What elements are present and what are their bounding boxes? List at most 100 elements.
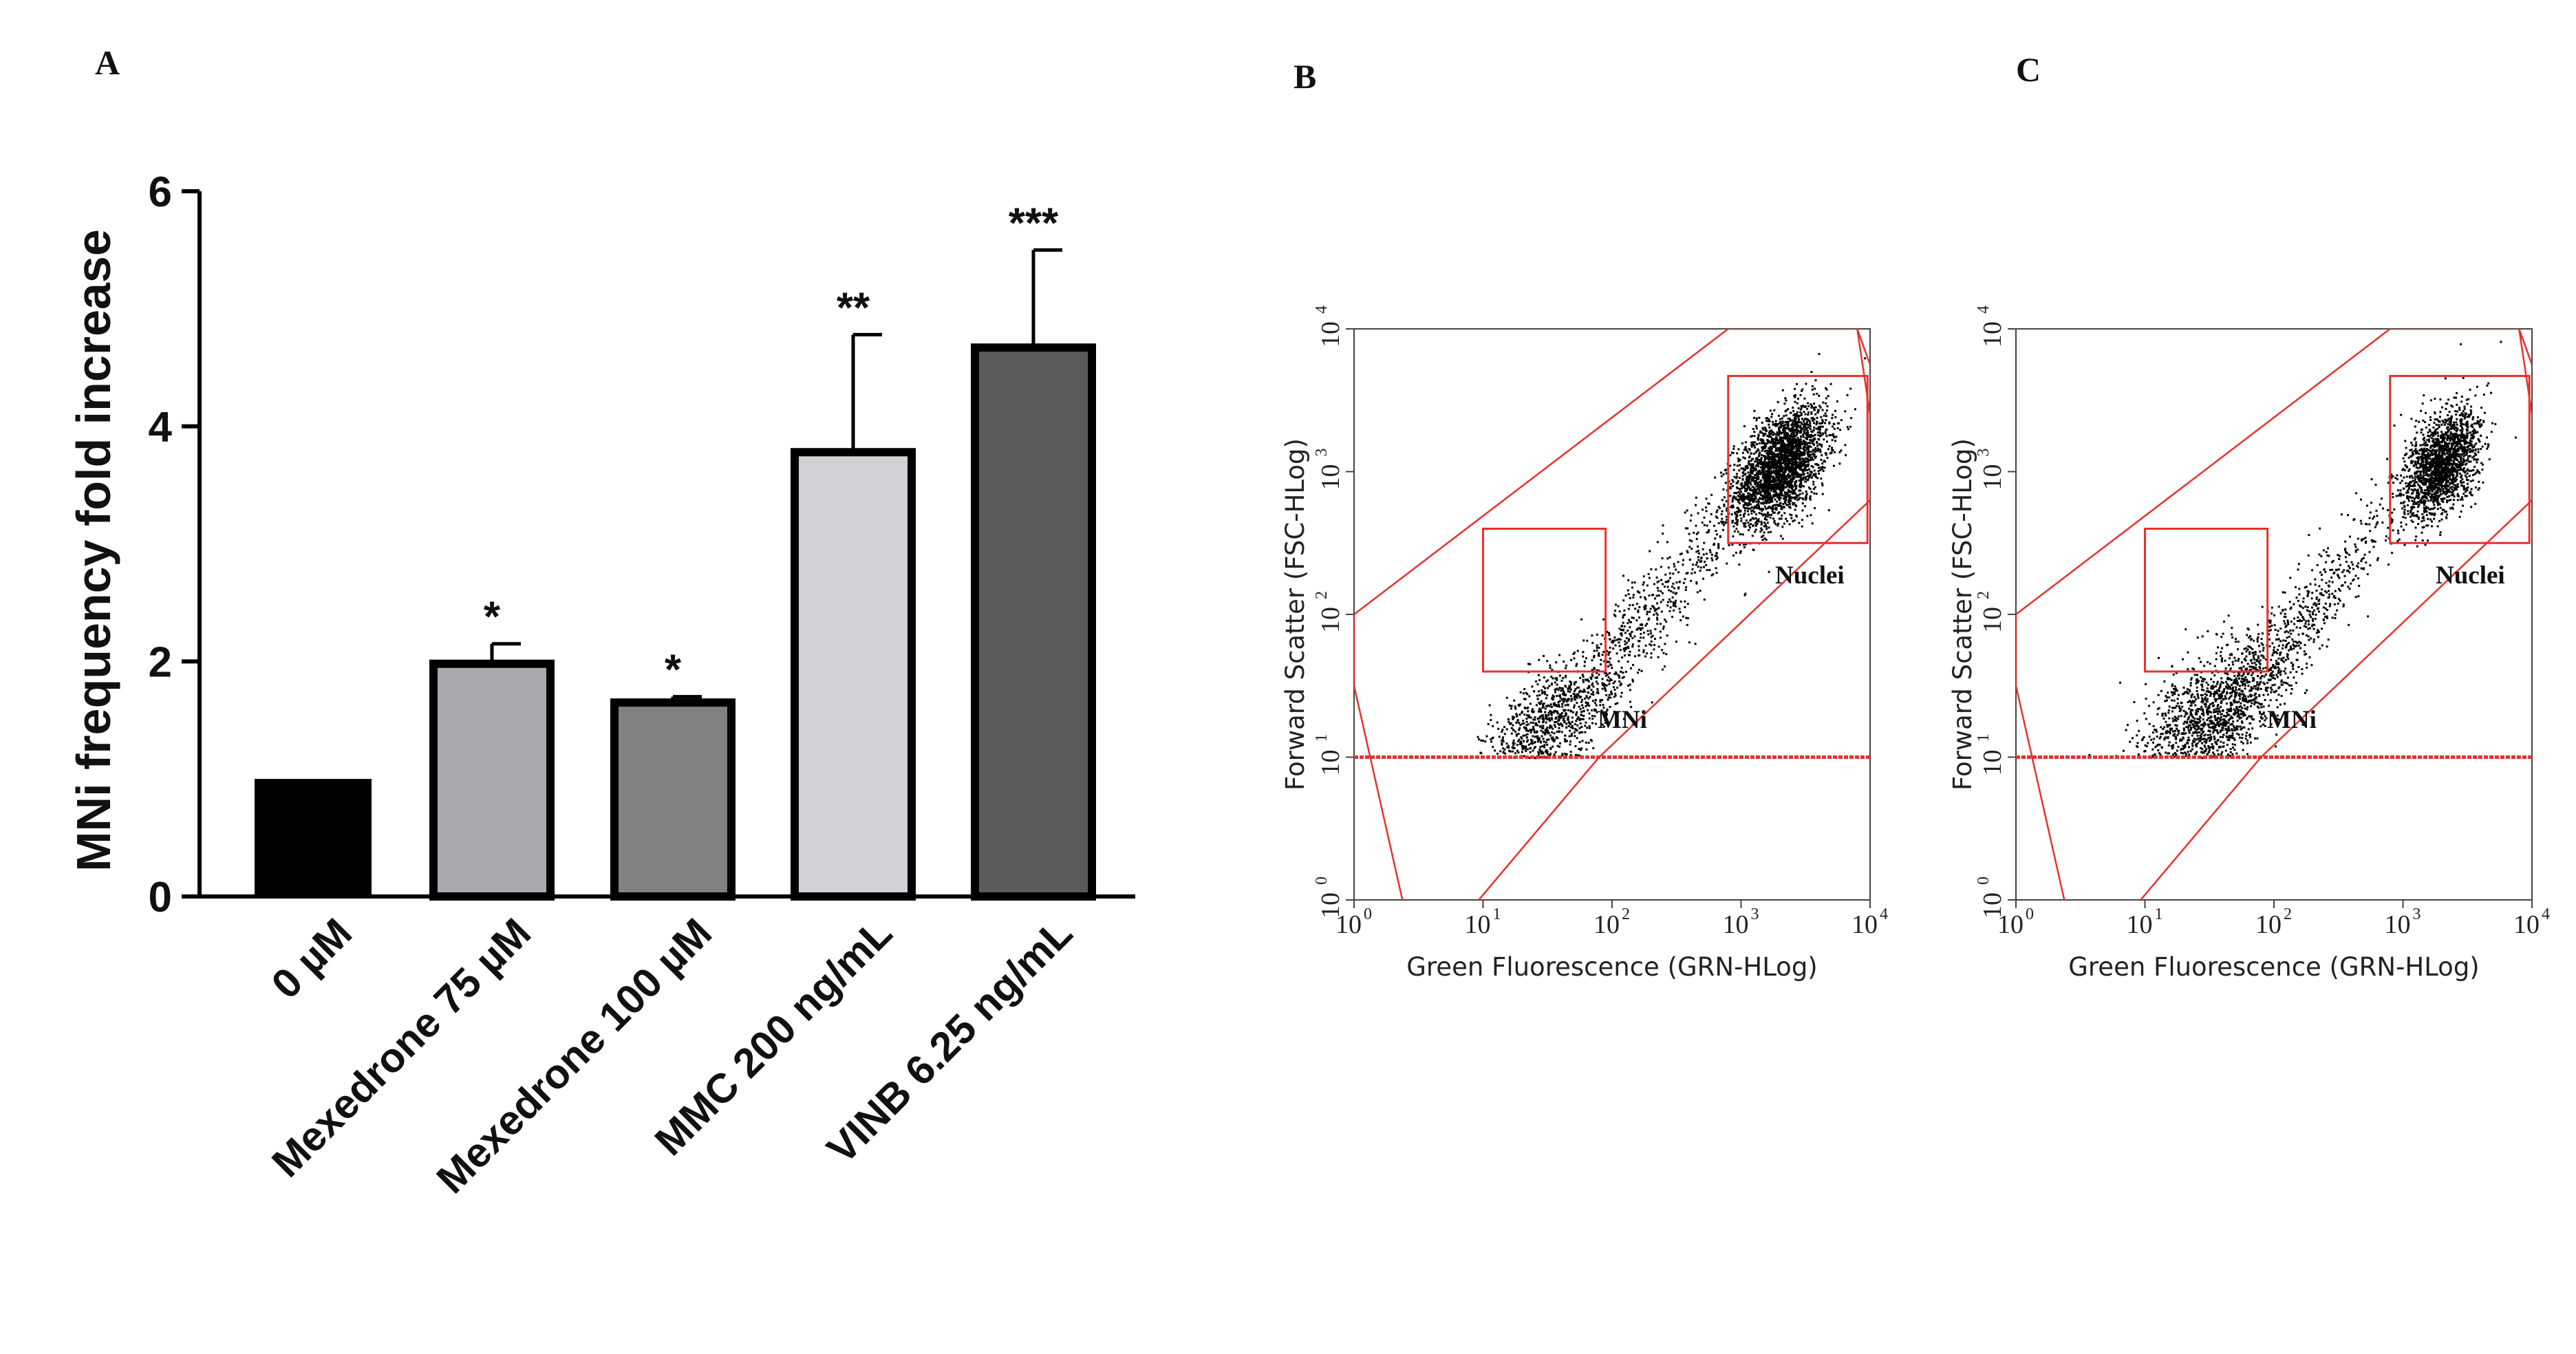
data-point <box>1525 740 1528 743</box>
data-point <box>1769 516 1772 519</box>
data-point <box>1765 486 1768 489</box>
data-point <box>1543 691 1546 694</box>
data-point <box>1797 447 1800 449</box>
data-point <box>1553 732 1556 735</box>
data-point <box>1761 442 1763 444</box>
data-point <box>1558 731 1560 733</box>
data-point <box>1807 405 1810 407</box>
data-point <box>1759 530 1762 533</box>
data-point <box>2416 450 2418 453</box>
data-point <box>1743 594 1746 597</box>
data-point <box>1757 500 1760 503</box>
data-point <box>1792 477 1795 480</box>
data-point <box>1769 475 1772 478</box>
data-point <box>2429 453 2432 455</box>
data-point <box>1572 711 1574 713</box>
data-point <box>1772 465 1774 468</box>
data-point <box>1805 490 1807 493</box>
y-tick-exponent: 4 <box>1313 305 1331 314</box>
data-point <box>2431 493 2433 496</box>
data-point <box>1797 414 1800 417</box>
data-point <box>1642 651 1645 654</box>
data-point <box>2469 444 2472 447</box>
data-point <box>1829 434 1832 436</box>
data-point <box>1607 654 1610 656</box>
data-point <box>1578 718 1581 720</box>
data-point <box>2441 508 2444 511</box>
data-point <box>1591 715 1593 717</box>
data-point <box>1746 467 1748 470</box>
data-point <box>1783 497 1785 499</box>
data-point <box>1523 746 1525 749</box>
data-point <box>1737 511 1739 514</box>
data-point <box>1761 449 1763 452</box>
data-point <box>2421 513 2424 515</box>
data-point <box>1765 474 1768 477</box>
data-point <box>1653 607 1655 610</box>
data-point <box>1703 516 1706 519</box>
data-point <box>1792 457 1794 460</box>
data-point <box>2456 391 2458 394</box>
data-point <box>1542 731 1545 733</box>
data-point <box>1774 446 1776 449</box>
data-point <box>1775 449 1777 451</box>
data-point <box>1772 495 1774 497</box>
data-point <box>1673 565 1676 568</box>
data-point <box>1753 495 1756 497</box>
data-point <box>1740 467 1743 470</box>
data-point <box>1562 689 1564 691</box>
data-point <box>1501 731 1503 733</box>
data-point <box>1755 425 1758 427</box>
data-point <box>1775 473 1778 476</box>
data-point <box>1720 475 1723 477</box>
data-point <box>1606 630 1608 633</box>
data-point <box>1814 387 1816 390</box>
data-point <box>1783 482 1785 484</box>
data-point <box>1702 553 1705 556</box>
data-point <box>1824 431 1827 433</box>
data-point <box>1746 510 1749 513</box>
data-point <box>1803 411 1805 413</box>
data-point <box>1555 721 1558 723</box>
data-point <box>1513 742 1516 745</box>
data-point <box>1612 686 1615 689</box>
y-tick-exponent: 2 <box>1313 591 1331 599</box>
data-point <box>1760 453 1763 456</box>
data-point <box>1611 641 1613 643</box>
data-point <box>2406 489 2409 492</box>
data-point <box>1756 488 1759 491</box>
data-point <box>1779 436 1782 439</box>
data-point <box>2478 420 2481 423</box>
data-point <box>1525 736 1528 739</box>
x-tick-label: 10 <box>1465 910 1491 939</box>
data-point <box>1571 697 1573 700</box>
data-point <box>1693 571 1696 574</box>
data-point <box>1767 470 1770 473</box>
data-point <box>1750 445 1753 448</box>
data-point <box>1585 678 1587 681</box>
data-point <box>1657 589 1660 592</box>
data-point <box>1770 507 1772 510</box>
data-point <box>1747 482 1750 485</box>
data-point <box>1638 649 1640 652</box>
data-point <box>1816 442 1818 444</box>
data-point <box>1786 459 1789 462</box>
data-point <box>1774 498 1777 501</box>
data-point <box>1644 655 1646 658</box>
data-point <box>1635 603 1638 605</box>
data-point <box>1761 522 1763 524</box>
data-point <box>1581 674 1584 676</box>
data-point <box>1622 621 1624 624</box>
data-point <box>1565 753 1568 756</box>
data-point <box>1820 458 1823 461</box>
data-point <box>1550 676 1553 678</box>
data-point <box>1565 667 1567 669</box>
data-point <box>1739 496 1742 499</box>
data-point <box>2465 478 2468 481</box>
data-point <box>1805 494 1807 497</box>
data-point <box>1587 678 1589 681</box>
data-point <box>1564 704 1567 707</box>
data-point <box>2427 480 2430 483</box>
data-point <box>1781 425 1783 427</box>
data-point <box>1601 723 1604 726</box>
